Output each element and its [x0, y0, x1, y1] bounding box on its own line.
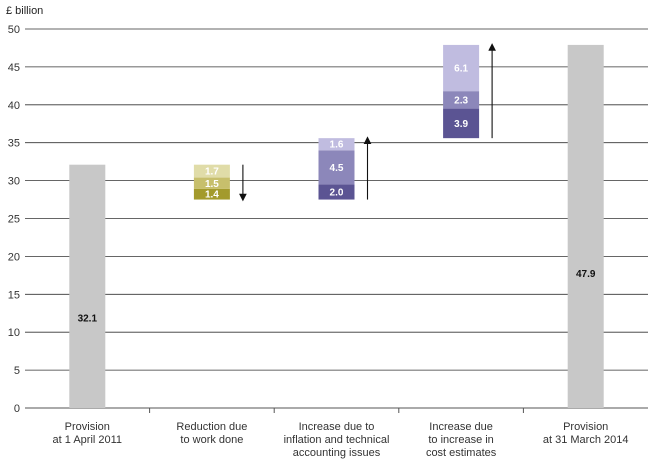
x-category-label: Reduction due to work done [176, 421, 247, 446]
y-tick-label: 0 [14, 403, 20, 415]
bar-group-1: 32.1 [69, 164, 106, 408]
y-tick-label: 50 [8, 24, 20, 36]
y-tick-label: 10 [8, 327, 20, 339]
x-category-label: Provision at 31 March 2014 [543, 421, 629, 446]
y-tick-label: 45 [8, 62, 20, 74]
bar-segment-label: 2.0 [330, 187, 344, 198]
bar-segment-label: 4.5 [330, 163, 344, 174]
x-category-label: Increase due to inflation and technical ac… [284, 421, 390, 459]
bar-segment-label: 1.4 [205, 190, 219, 201]
bar-segment [443, 91, 480, 109]
y-tick-label: 5 [14, 365, 20, 377]
x-category-label: Increase due to increase in cost estimates [426, 421, 497, 459]
bar-segment-label: 32.1 [78, 313, 98, 324]
y-tick-label: 30 [8, 176, 20, 188]
bar-segment [318, 138, 355, 151]
bar-segment [193, 188, 230, 200]
bar-segment-label: 47.9 [576, 269, 596, 280]
y-axis-label: £ billion [6, 5, 43, 17]
bar-segment-label: 1.7 [205, 167, 219, 178]
bar-group-5: 47.9 [567, 44, 604, 408]
bar-segment-label: 2.3 [454, 95, 468, 106]
y-tick-label: 40 [8, 100, 20, 112]
y-tick-label: 15 [8, 289, 20, 301]
y-tick-label: 25 [8, 214, 20, 226]
bar-segment [443, 108, 480, 139]
x-category-label: Provision at 1 April 2011 [53, 421, 123, 446]
bar-segment-label: 1.5 [205, 179, 219, 190]
bar-group-4: 3.9 2.3 6.1 [443, 43, 496, 139]
bar-segment-label: 6.1 [454, 64, 468, 75]
bar-segment-label: 3.9 [454, 119, 468, 130]
bar-segment [318, 150, 355, 185]
bar-segment [443, 44, 480, 92]
bar-segment [193, 164, 230, 178]
bar-segment [69, 164, 106, 408]
bar-group-3: 2.0 4.5 1.6 [318, 136, 372, 200]
bar-segment [567, 44, 604, 408]
bar-segment [318, 184, 355, 200]
y-tick-label: 35 [8, 138, 20, 150]
bar-group-2: 1.41.51.7 [193, 164, 247, 202]
bar-segment-label: 1.6 [330, 140, 344, 151]
bar-segment [193, 177, 230, 189]
y-tick-label: 20 [8, 251, 20, 263]
